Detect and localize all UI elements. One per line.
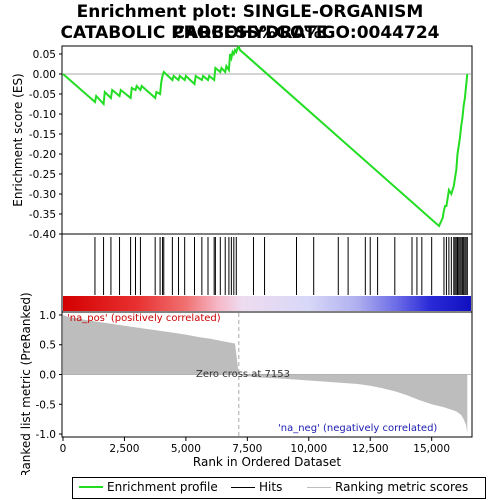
es-y-tick-label: -0.40: [29, 229, 56, 241]
es-y-tick-label: -0.30: [29, 189, 56, 201]
plot-canvas: 0.050.00-0.05-0.10-0.15-0.20-0.25-0.30-0…: [11, 45, 473, 475]
chart-title-line-1: Enrichment plot: SINGLE-ORGANISM CARBOHY…: [76, 2, 424, 43]
legend: Enrichment profile Hits Ranking metric s…: [72, 477, 486, 499]
legend-profile-swatch: [79, 486, 103, 488]
zero-cross-annotation: Zero cross at 7153: [196, 369, 290, 380]
metric-y-tick-label: 1.0: [39, 310, 56, 322]
neg-annotation: 'na_neg' (negatively correlated): [278, 423, 437, 434]
pos-annotation: 'na_pos' (positively correlated): [67, 313, 221, 324]
metric-y-tick-label: -0.5: [36, 399, 57, 411]
legend-hits-swatch: [231, 486, 255, 488]
legend-hits-label: Hits: [259, 480, 283, 494]
legend-profile-label: Enrichment profile: [107, 480, 218, 494]
metric-y-tick-label: -1.0: [36, 429, 57, 441]
es-y-tick-label: -0.25: [29, 169, 56, 181]
es-panel-frame: [61, 45, 473, 235]
x-tick-label: 2,500: [109, 443, 139, 455]
legend-metric-label: Ranking metric scores: [335, 480, 469, 494]
x-tick-label: 15,000: [413, 443, 450, 455]
chart-title-line-2: CATABOLIC PROCESS%GO%GO:0044724: [60, 23, 440, 43]
x-tick-label: 0: [60, 443, 67, 455]
legend-metric-swatch: [307, 486, 331, 488]
es-y-tick-label: 0.00: [33, 69, 56, 81]
x-tick-label: 7,500: [232, 443, 262, 455]
x-tick-label: 10,000: [290, 443, 327, 455]
legend-item-profile: Enrichment profile: [79, 480, 218, 494]
legend-item-hits: Hits: [231, 480, 282, 494]
metric-y-axis-label: Ranked list metric (PreRanked): [19, 292, 33, 475]
metric-y-tick-label: 0.5: [39, 340, 56, 352]
legend-item-metric: Ranking metric scores: [307, 480, 468, 494]
rank-heat-bar: [63, 296, 471, 311]
es-y-tick-label: -0.15: [29, 129, 56, 141]
es-y-tick-label: 0.05: [33, 49, 56, 61]
es-y-tick-label: -0.10: [29, 109, 56, 121]
x-tick-label: 5,000: [171, 443, 201, 455]
es-y-axis-label: Enrichment score (ES): [11, 73, 25, 206]
es-y-tick-label: -0.20: [29, 149, 56, 161]
ranking-metric-area: [63, 315, 468, 433]
x-tick-label: 12,500: [352, 443, 389, 455]
x-axis-label: Rank in Ordered Dataset: [193, 455, 341, 469]
enrichment-profile-line: [62, 45, 469, 228]
metric-y-tick-label: 0.0: [39, 370, 56, 382]
es-y-tick-label: -0.05: [29, 89, 56, 101]
es-y-tick-label: -0.35: [29, 209, 56, 221]
